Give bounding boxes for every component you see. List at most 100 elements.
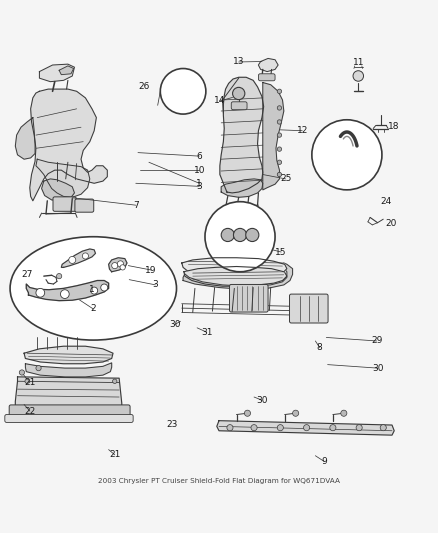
Polygon shape — [184, 265, 287, 286]
Text: 14: 14 — [214, 96, 226, 106]
Circle shape — [244, 410, 251, 416]
Text: 3: 3 — [152, 280, 159, 289]
Text: 23: 23 — [166, 419, 177, 429]
FancyBboxPatch shape — [5, 415, 133, 423]
Circle shape — [113, 379, 117, 383]
Circle shape — [246, 229, 259, 241]
Text: 24: 24 — [381, 197, 392, 206]
Text: 1: 1 — [89, 285, 95, 294]
FancyBboxPatch shape — [231, 102, 247, 110]
Text: 9: 9 — [321, 457, 327, 466]
Circle shape — [304, 425, 310, 431]
Polygon shape — [263, 83, 284, 190]
Circle shape — [277, 160, 282, 165]
Text: 10: 10 — [194, 166, 205, 175]
Text: 11: 11 — [353, 58, 364, 67]
Circle shape — [36, 288, 45, 297]
Text: 26: 26 — [138, 83, 149, 92]
Text: 30: 30 — [256, 395, 268, 405]
Text: 2: 2 — [91, 304, 96, 313]
Polygon shape — [15, 377, 122, 408]
Circle shape — [221, 229, 234, 241]
Circle shape — [120, 265, 125, 270]
Circle shape — [293, 410, 299, 416]
Circle shape — [353, 71, 364, 81]
Circle shape — [312, 120, 382, 190]
Circle shape — [36, 366, 41, 371]
FancyBboxPatch shape — [258, 74, 275, 81]
Circle shape — [356, 425, 362, 431]
Circle shape — [330, 425, 336, 431]
Circle shape — [341, 410, 347, 416]
Polygon shape — [25, 363, 112, 377]
Polygon shape — [15, 118, 35, 159]
Text: 31: 31 — [201, 328, 212, 337]
Polygon shape — [220, 77, 264, 193]
Circle shape — [277, 133, 282, 138]
Text: 21: 21 — [109, 450, 120, 459]
Text: 30: 30 — [372, 364, 383, 373]
FancyBboxPatch shape — [9, 405, 130, 416]
Text: 1: 1 — [196, 179, 202, 188]
Circle shape — [233, 229, 247, 241]
Text: 7: 7 — [133, 201, 139, 209]
Text: 3: 3 — [196, 182, 202, 191]
Polygon shape — [61, 249, 95, 268]
Circle shape — [160, 69, 206, 114]
Circle shape — [233, 87, 245, 100]
Polygon shape — [217, 421, 394, 435]
Circle shape — [227, 425, 233, 431]
Text: 29: 29 — [371, 336, 382, 345]
Circle shape — [277, 89, 282, 93]
Circle shape — [69, 256, 76, 263]
Text: 2003 Chrysler PT Cruiser Shield-Fold Flat Diagram for WQ671DVAA: 2003 Chrysler PT Cruiser Shield-Fold Fla… — [98, 478, 340, 484]
Circle shape — [277, 172, 282, 177]
Circle shape — [25, 379, 29, 383]
Polygon shape — [30, 89, 107, 201]
Text: 18: 18 — [388, 122, 399, 131]
Ellipse shape — [10, 237, 177, 340]
FancyBboxPatch shape — [290, 294, 328, 323]
Text: 30: 30 — [170, 320, 181, 329]
Text: 6: 6 — [196, 151, 202, 160]
Text: 19: 19 — [145, 265, 157, 274]
Polygon shape — [39, 64, 74, 82]
Polygon shape — [36, 159, 90, 197]
Text: 21: 21 — [24, 378, 35, 387]
Circle shape — [251, 425, 257, 431]
Polygon shape — [182, 258, 287, 272]
Circle shape — [60, 290, 69, 298]
Circle shape — [277, 425, 283, 431]
Circle shape — [101, 284, 108, 291]
Circle shape — [277, 120, 282, 124]
FancyBboxPatch shape — [75, 199, 94, 212]
Circle shape — [277, 106, 282, 110]
Circle shape — [112, 263, 118, 269]
Text: 27: 27 — [21, 270, 33, 279]
Circle shape — [57, 273, 62, 279]
Text: 15: 15 — [276, 247, 287, 256]
FancyBboxPatch shape — [171, 85, 195, 96]
Polygon shape — [26, 280, 109, 301]
Text: 20: 20 — [385, 219, 397, 228]
Text: 8: 8 — [317, 343, 323, 352]
Circle shape — [19, 370, 25, 375]
Circle shape — [380, 425, 386, 431]
Circle shape — [205, 201, 275, 272]
Polygon shape — [42, 179, 74, 201]
Circle shape — [91, 287, 98, 294]
Polygon shape — [59, 66, 74, 75]
Circle shape — [82, 253, 88, 259]
Text: 12: 12 — [297, 126, 308, 135]
Circle shape — [117, 261, 124, 267]
Polygon shape — [24, 346, 113, 364]
Text: 22: 22 — [24, 407, 35, 416]
FancyBboxPatch shape — [217, 222, 264, 251]
Polygon shape — [258, 59, 278, 71]
Text: 25: 25 — [280, 174, 291, 183]
Circle shape — [277, 147, 282, 151]
FancyBboxPatch shape — [53, 197, 76, 211]
FancyBboxPatch shape — [230, 285, 268, 312]
Polygon shape — [221, 179, 263, 197]
Text: 13: 13 — [233, 58, 244, 67]
